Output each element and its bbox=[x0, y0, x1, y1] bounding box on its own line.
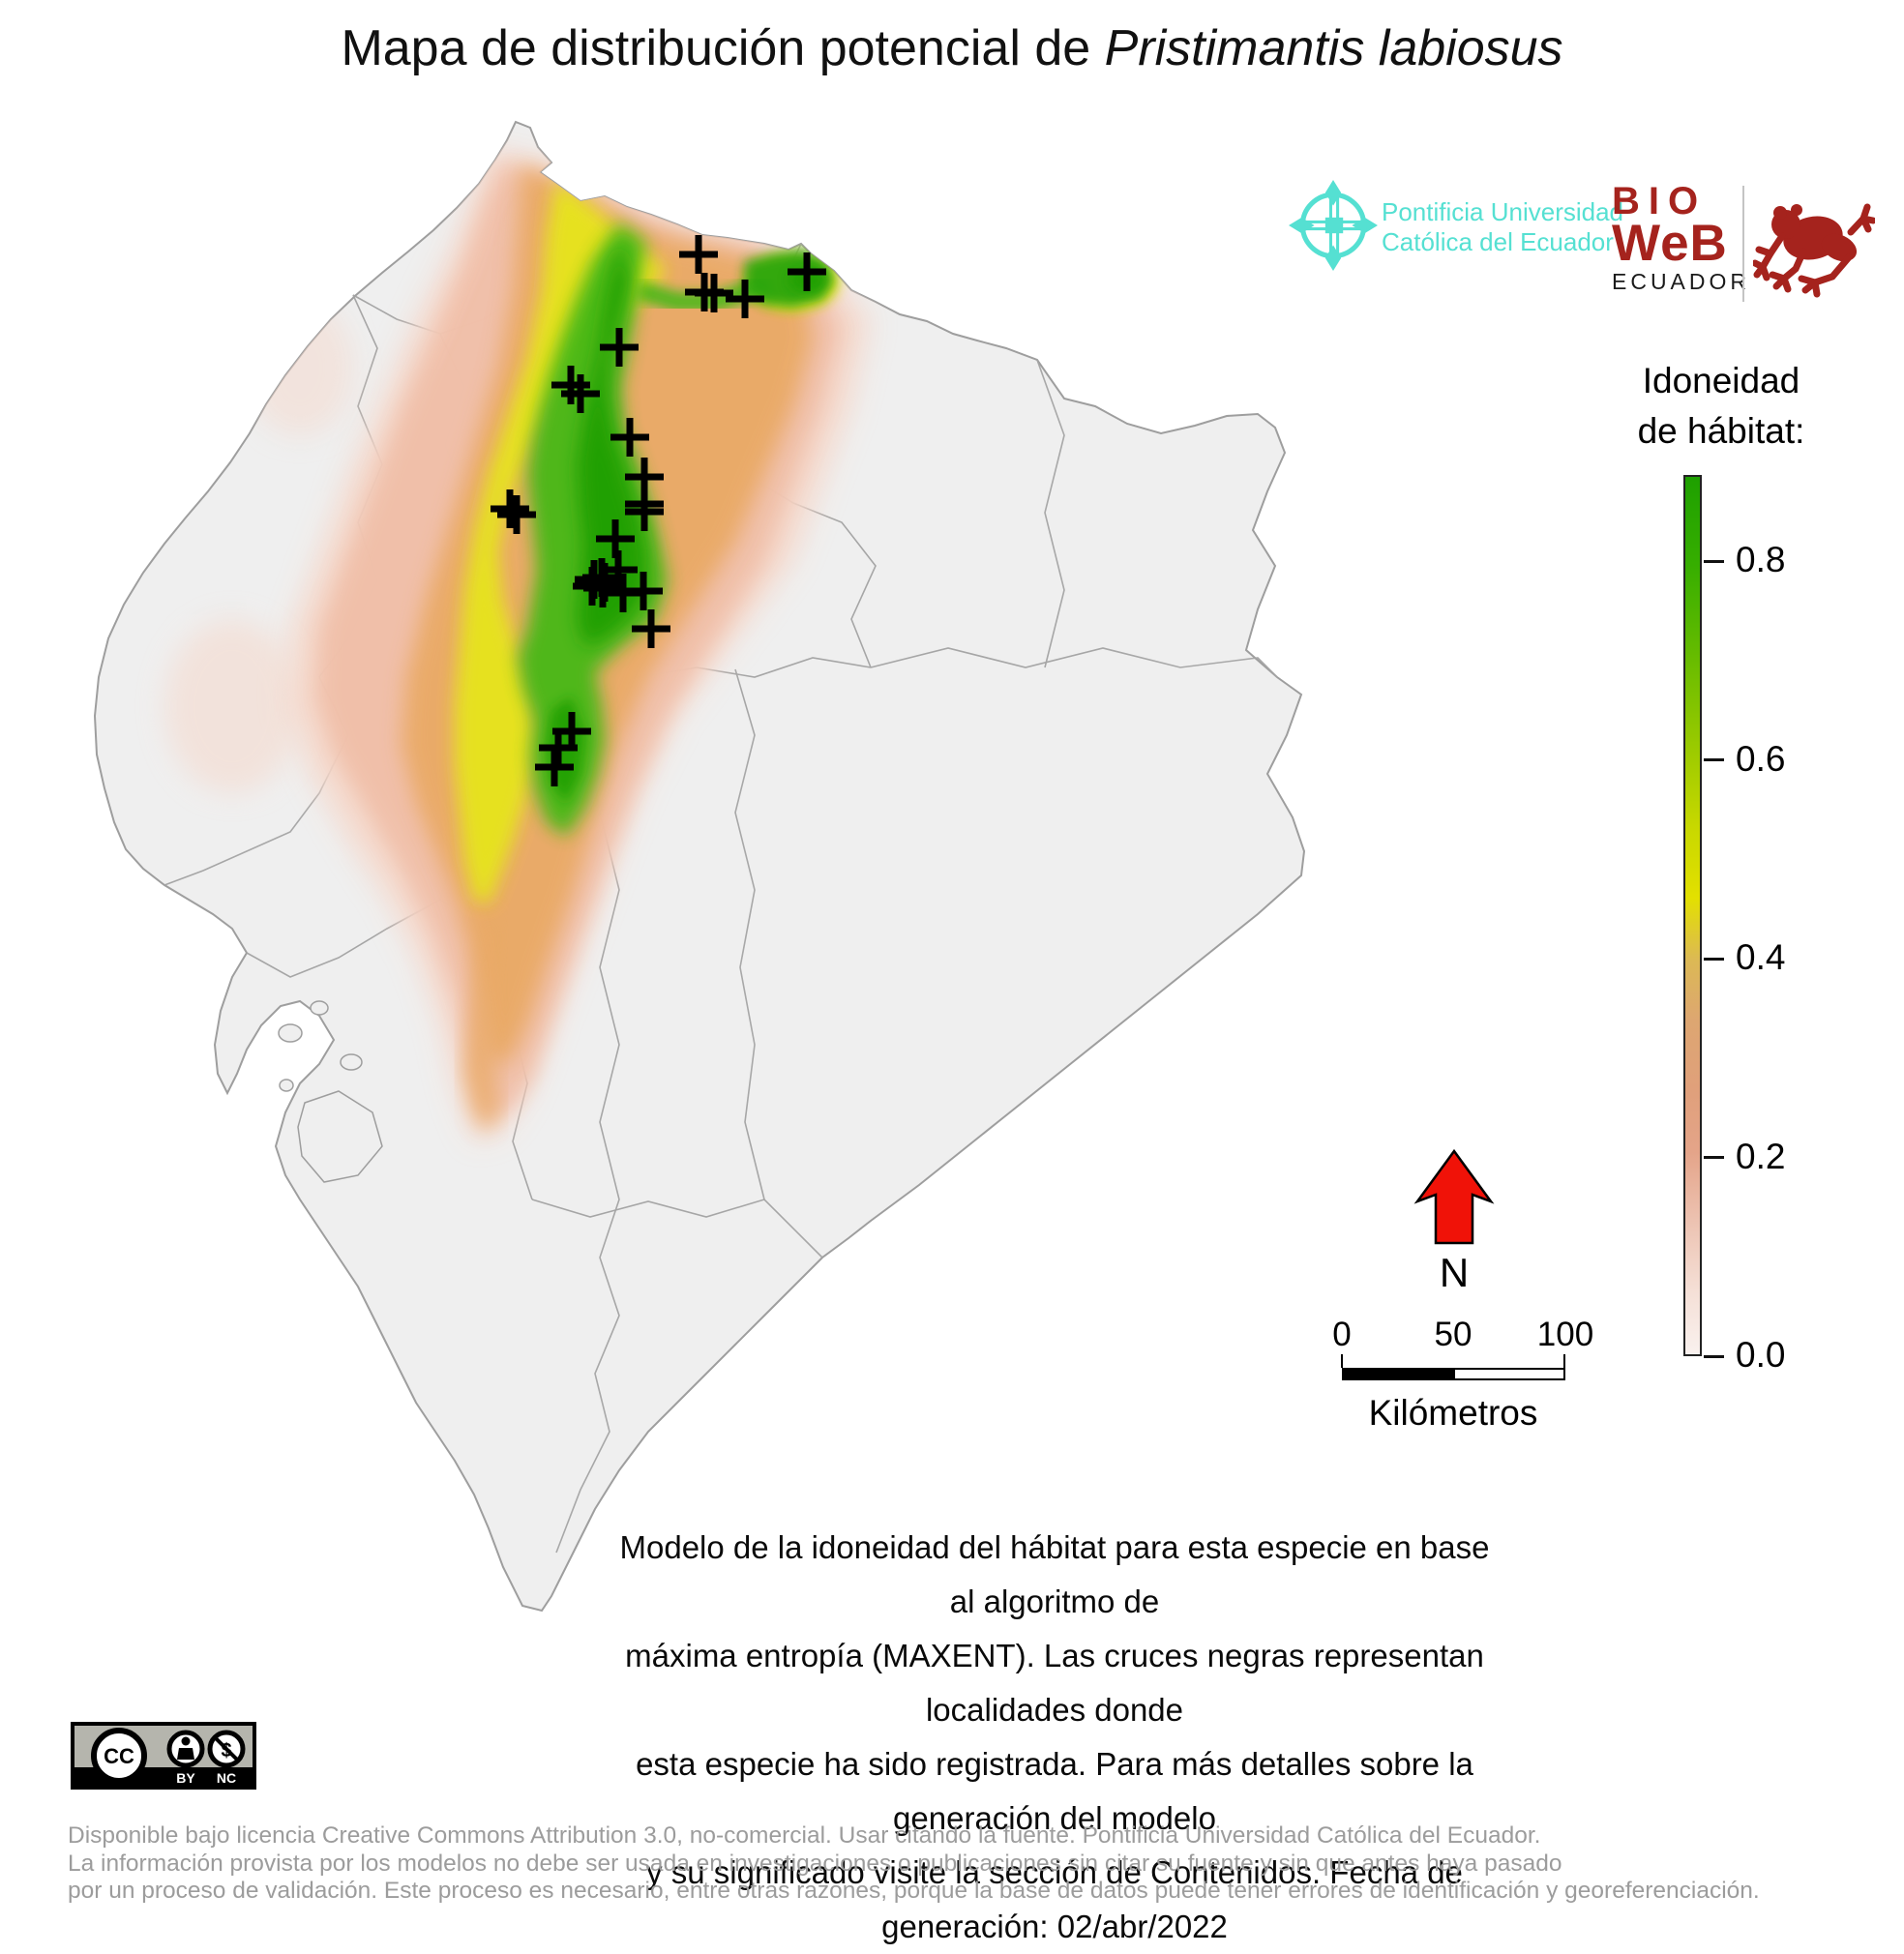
occurrence-cross bbox=[491, 489, 529, 528]
occurrence-cross bbox=[625, 492, 664, 531]
occurrence-cross bbox=[539, 728, 578, 767]
cc-license-badge: CC $ BY NC bbox=[71, 1722, 256, 1790]
habitat-raster bbox=[164, 145, 871, 1141]
ecuador-map bbox=[93, 120, 1306, 1613]
bioweb-line1: BIO bbox=[1612, 180, 1708, 222]
caption-line2: máxima entropía (MAXENT). Las cruces neg… bbox=[625, 1638, 1484, 1728]
occurrence-cross bbox=[610, 418, 649, 457]
bioweb-line3: ECUADOR bbox=[1612, 269, 1751, 294]
puce-text-line1: Pontificia Universidad bbox=[1382, 197, 1624, 226]
nc-dollar-icon: $ bbox=[207, 1730, 246, 1768]
scalebar-tick-50: 50 bbox=[1434, 1316, 1473, 1353]
logo-divider bbox=[1742, 186, 1744, 302]
title-prefix: Mapa de distribución potencial de bbox=[341, 20, 1105, 76]
occurrence-crosses bbox=[491, 235, 826, 786]
occurrence-cross bbox=[583, 569, 622, 607]
license-text: Disponible bajo licencia Creative Common… bbox=[68, 1822, 1760, 1906]
bioweb-logo-text: BIO WeB ECUADOR bbox=[1612, 182, 1750, 296]
legend-title-line2: de hábitat: bbox=[1637, 411, 1805, 451]
caption: Modelo de la idoneidad del hábitat para … bbox=[619, 1521, 1490, 1954]
occurrence-cross bbox=[632, 609, 670, 648]
by-person-icon bbox=[166, 1730, 205, 1768]
by-label: BY bbox=[176, 1770, 195, 1786]
north-arrow-icon bbox=[1413, 1148, 1495, 1245]
occurrence-cross bbox=[561, 374, 600, 413]
cc-circle-icon bbox=[91, 1728, 147, 1784]
scalebar-endtick-right bbox=[1563, 1354, 1565, 1368]
scalebar-endtick-left bbox=[1341, 1354, 1343, 1368]
legend-tick-mark bbox=[1704, 1354, 1724, 1358]
scalebar-tick-100: 100 bbox=[1536, 1316, 1594, 1353]
scalebar-unit-label: Kilómetros bbox=[1368, 1393, 1538, 1433]
legend-tick-label: 0.4 bbox=[1736, 937, 1786, 978]
puce-logo-icon bbox=[1289, 180, 1378, 271]
license-line3: por un proceso de validación. Este proce… bbox=[68, 1878, 1760, 1904]
legend-title: Idoneidad de hábitat: bbox=[1576, 356, 1866, 457]
frog-icon bbox=[1753, 203, 1875, 298]
occurrence-cross bbox=[624, 572, 663, 610]
legend-tick-label: 0.6 bbox=[1736, 738, 1786, 779]
legend-tick-label: 0.8 bbox=[1736, 540, 1786, 580]
license-line1: Disponible bajo licencia Creative Common… bbox=[68, 1822, 1541, 1849]
puce-text-line2: Católica del Ecuador bbox=[1382, 227, 1614, 256]
legend-tick-mark bbox=[1704, 758, 1724, 762]
legend-tick-label: 0.2 bbox=[1736, 1136, 1786, 1176]
scalebar-tick-0: 0 bbox=[1332, 1316, 1352, 1353]
legend-tick-mark bbox=[1704, 957, 1724, 961]
gulf-islands bbox=[278, 1000, 383, 1183]
occurrence-cross bbox=[679, 235, 718, 274]
nc-label: NC bbox=[217, 1770, 236, 1786]
occurrence-cross bbox=[695, 274, 733, 312]
puce-logo-text: Pontificia Universidad Católica del Ecua… bbox=[1382, 197, 1623, 257]
caption-line1: Modelo de la idoneidad del hábitat para … bbox=[619, 1529, 1490, 1619]
cc-circle-label: CC bbox=[104, 1744, 134, 1768]
occurrence-cross bbox=[726, 280, 764, 318]
legend-colorbar bbox=[1683, 475, 1702, 1356]
occurrence-cross bbox=[535, 748, 574, 786]
species-name: Pristimantis labiosus bbox=[1104, 20, 1563, 76]
occurrence-cross bbox=[497, 495, 536, 534]
legend-title-line1: Idoneidad bbox=[1642, 361, 1800, 400]
occurrence-cross bbox=[788, 252, 826, 291]
license-line2: La información provista por los modelos … bbox=[68, 1850, 1562, 1877]
legend-tick-mark bbox=[1704, 1156, 1724, 1160]
legend-tick-label: 0.0 bbox=[1736, 1335, 1786, 1375]
occurrence-cross bbox=[600, 328, 639, 367]
scalebar bbox=[1342, 1368, 1565, 1380]
legend-tick-mark bbox=[1704, 559, 1724, 563]
page-title: Mapa de distribución potencial de Pristi… bbox=[0, 19, 1904, 77]
scalebar-filled-half bbox=[1344, 1370, 1455, 1378]
caption-line3: esta especie ha sido registrada. Para má… bbox=[636, 1746, 1473, 1836]
bioweb-line2: WeB bbox=[1612, 215, 1728, 272]
north-arrow-label: N bbox=[1439, 1250, 1470, 1295]
